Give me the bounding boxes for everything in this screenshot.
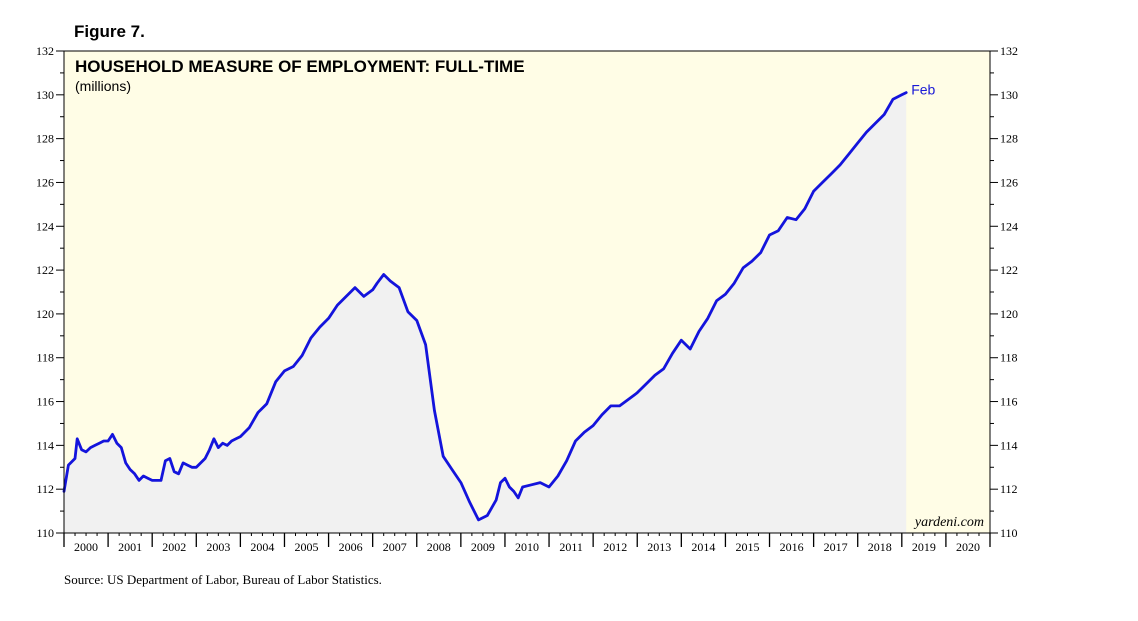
y-tick-label-left: 116 <box>36 395 54 409</box>
y-tick-label-right: 112 <box>1000 482 1018 496</box>
y-tick-label-left: 114 <box>36 438 54 452</box>
y-tick-label-left: 120 <box>36 307 54 321</box>
x-year-label: 2000 <box>74 540 98 554</box>
chart: 110 112 114 116 118 120 122 124 126 128 130 132 110… <box>36 44 1018 554</box>
y-tick-label-left: 118 <box>36 351 54 365</box>
x-year-label: 2005 <box>295 540 319 554</box>
y-tick-label-left: 110 <box>36 526 54 540</box>
y-axis-right-labels: 110 112 114 116 118 120 122 124 126 128 130 132 <box>1000 44 1018 540</box>
y-tick-label-right: 124 <box>1000 219 1018 233</box>
series-line <box>62 91 908 522</box>
x-year-label: 2020 <box>956 540 980 554</box>
end-point-label: Feb <box>911 82 935 98</box>
y-tick-label-left: 132 <box>36 44 54 58</box>
x-year-label: 2015 <box>735 540 759 554</box>
x-year-label: 2008 <box>427 540 451 554</box>
y-tick-label-right: 116 <box>1000 395 1018 409</box>
y-tick-label-right: 110 <box>1000 526 1018 540</box>
x-year-label: 2007 <box>383 540 407 554</box>
x-year-label: 2012 <box>603 540 627 554</box>
y-tick-label-right: 114 <box>1000 438 1018 452</box>
y-tick-label-right: 132 <box>1000 44 1018 58</box>
x-year-label: 2002 <box>162 540 186 554</box>
y-tick-label-right: 128 <box>1000 132 1018 146</box>
y-tick-label-left: 122 <box>36 263 54 277</box>
plot-frame <box>63 50 991 534</box>
series-area-fill <box>64 92 907 533</box>
x-year-label: 2003 <box>206 540 230 554</box>
x-year-label: 2019 <box>912 540 936 554</box>
x-year-label: 2018 <box>868 540 892 554</box>
y-tick-label-left: 112 <box>36 482 54 496</box>
y-tick-label-left: 130 <box>36 88 54 102</box>
x-year-label: 2016 <box>780 540 804 554</box>
y-tick-label-left: 126 <box>36 175 54 189</box>
x-year-label: 2011 <box>559 540 583 554</box>
y-tick-label-right: 120 <box>1000 307 1018 321</box>
y-tick-label-left: 124 <box>36 219 54 233</box>
yardeni-watermark: yardeni.com <box>913 515 984 530</box>
y-tick-label-right: 130 <box>1000 88 1018 102</box>
y-tick-label-right: 126 <box>1000 175 1018 189</box>
x-axis-year-labels: 2000 2001 2002 2003 2004 2005 2006 2007 2008 2009… <box>74 540 980 554</box>
y-tick-label-right: 122 <box>1000 263 1018 277</box>
x-year-label: 2013 <box>647 540 671 554</box>
x-year-label: 2001 <box>118 540 142 554</box>
x-year-label: 2006 <box>339 540 363 554</box>
chart-subtitle: (millions) <box>75 78 131 94</box>
figure-label: Figure 7. <box>74 22 145 41</box>
y-axis-left-labels: 110 112 114 116 118 120 122 124 126 128 130 132 <box>36 44 54 540</box>
x-year-label: 2017 <box>824 540 848 554</box>
x-year-label: 2009 <box>471 540 495 554</box>
x-year-label: 2014 <box>691 540 715 554</box>
y-tick-label-left: 128 <box>36 132 54 146</box>
x-year-label: 2004 <box>250 540 274 554</box>
x-year-label: 2010 <box>515 540 539 554</box>
source-note: Source: US Department of Labor, Bureau o… <box>64 572 382 587</box>
chart-title: HOUSEHOLD MEASURE OF EMPLOYMENT: FULL-TI… <box>75 57 525 76</box>
y-tick-label-right: 118 <box>1000 351 1018 365</box>
